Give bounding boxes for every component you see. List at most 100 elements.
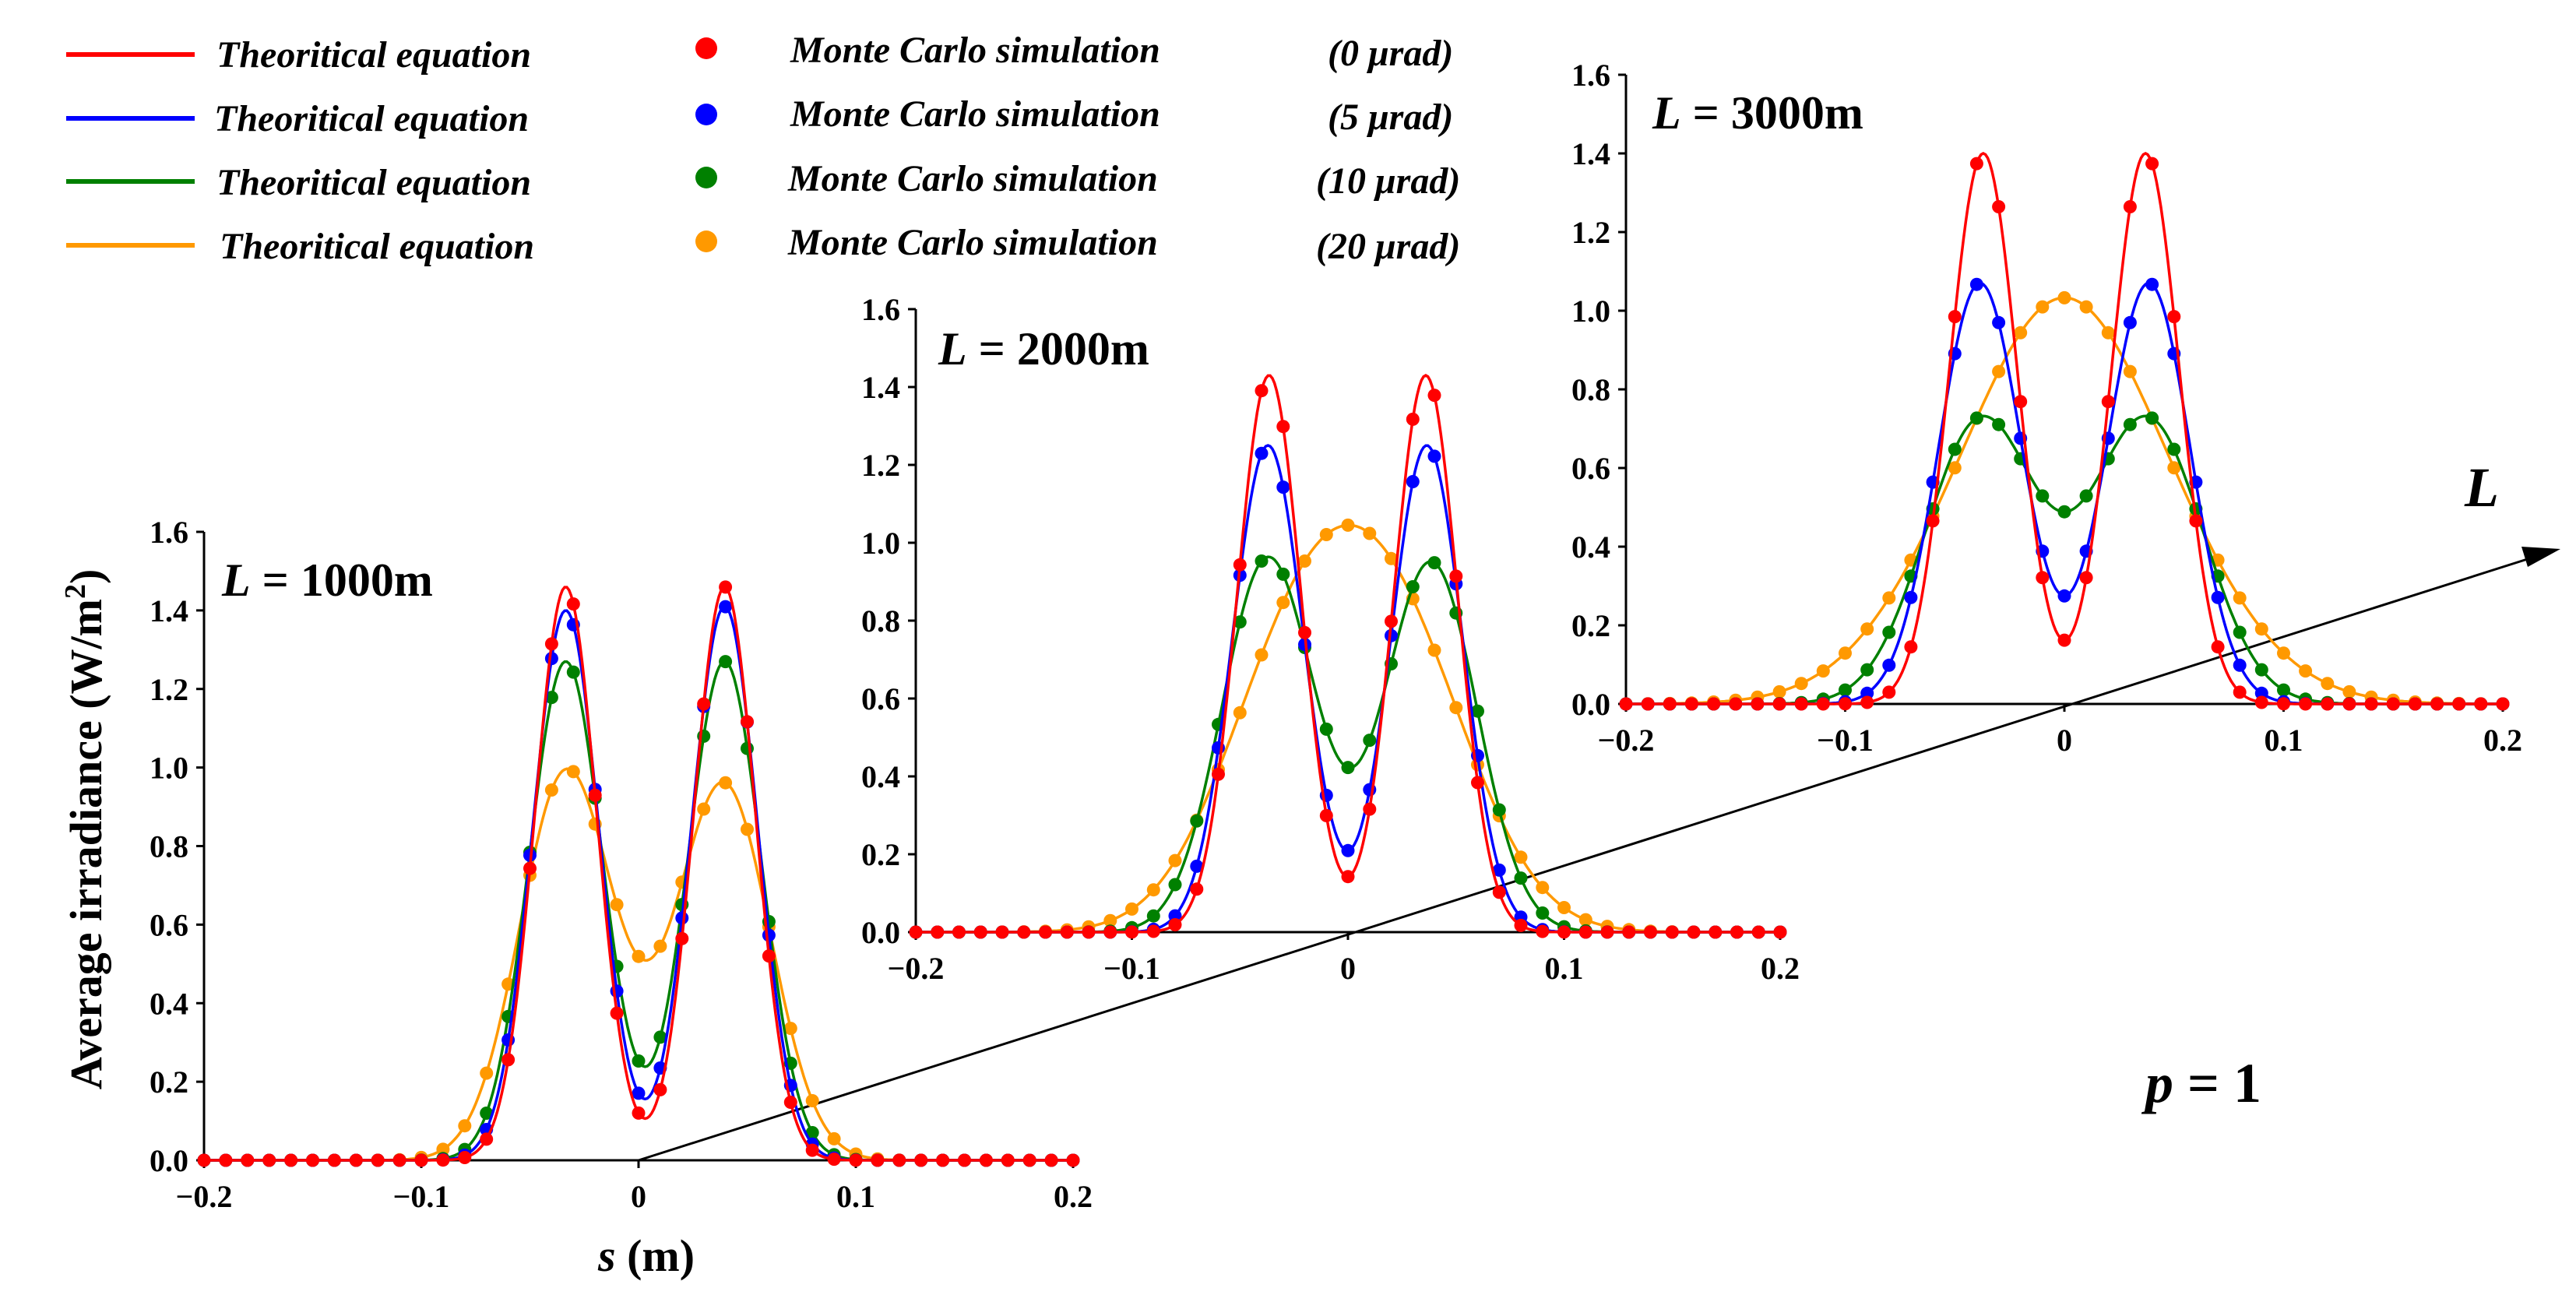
mc-point (1125, 925, 1138, 939)
theory-curve (204, 586, 1073, 1162)
mc-point (1233, 558, 1247, 572)
mc-point (327, 1153, 341, 1167)
depth-axis-line (638, 555, 2536, 1162)
y-tick-label: 1.0 (861, 526, 900, 561)
series-0radurad (909, 373, 1787, 939)
x-axis-title-var: s (597, 1230, 616, 1281)
mc-point (1536, 906, 1550, 920)
mc-point (1684, 697, 1698, 711)
mc-point (719, 600, 733, 614)
mc-point (2101, 395, 2115, 409)
legend-tilt-2: (10 μrad) (1316, 160, 1460, 202)
mc-point (1492, 863, 1506, 877)
mc-point (2386, 697, 2400, 711)
y-tick-label: 0.2 (861, 837, 900, 872)
mc-point (392, 1153, 406, 1167)
mc-point (371, 1153, 385, 1167)
mc-point (2057, 290, 2071, 304)
mc-point (1255, 384, 1269, 398)
mc-point (2321, 677, 2335, 691)
mc-point (2474, 697, 2488, 711)
mc-point (805, 1143, 819, 1157)
mc-point (1514, 850, 1528, 864)
mc-point (1341, 843, 1355, 857)
mc-point (1578, 913, 1592, 927)
mc-point (2233, 658, 2247, 672)
mc-point (1772, 684, 1786, 699)
y-tick-label: 0.2 (150, 1065, 188, 1100)
x-axis-title-unit: (m) (616, 1230, 695, 1281)
legend-marker-0 (695, 37, 717, 59)
mc-point (973, 925, 987, 939)
theory-curve (204, 660, 1073, 1162)
mc-point (2299, 697, 2313, 711)
y-tick-label: 0.0 (861, 915, 900, 950)
panel-2: 0.0 0.2 0.4 0.6 0.8 1.0 1.2 1.4 1.6 −0.2 −0.1 0 0.1 0… (861, 292, 1800, 986)
mc-point (2101, 326, 2115, 340)
mc-point (1622, 925, 1636, 939)
mc-point (1751, 925, 1765, 939)
mc-point (1060, 925, 1074, 939)
legend-marker-label-0: Monte Carlo simulation (790, 30, 1160, 71)
mc-point (653, 1082, 667, 1096)
y-tick-label: 1.6 (150, 515, 188, 550)
panel-3-label: L = 3000m (1652, 87, 1863, 139)
parameter-value: = 1 (2173, 1052, 2261, 1114)
mc-point (783, 1096, 797, 1109)
mc-point (1729, 697, 1743, 711)
mc-point (544, 783, 558, 797)
y-tick-label: 1.2 (861, 448, 900, 483)
mc-point (544, 637, 558, 651)
mc-point (2452, 697, 2466, 711)
x-tick-label: −0.2 (1598, 723, 1655, 758)
mc-point (2189, 514, 2203, 528)
mc-point (1298, 554, 1311, 568)
mc-point (2496, 697, 2510, 711)
mc-point (1751, 697, 1765, 711)
mc-point (1992, 200, 2006, 213)
theory-curve (204, 605, 1073, 1162)
mc-point (995, 925, 1009, 939)
x-tick-label: 0.2 (1761, 951, 1800, 986)
mc-point (2430, 697, 2444, 711)
x-tick-label: −0.1 (1817, 723, 1874, 758)
mc-point (1363, 734, 1377, 748)
x-tick-label: 0 (2057, 723, 2072, 758)
legend-marker-1 (695, 104, 717, 125)
mc-point (219, 1153, 233, 1167)
mc-point (1969, 277, 1983, 291)
mc-point (1992, 315, 2006, 329)
mc-point (1406, 580, 1420, 593)
mc-point (414, 1153, 428, 1167)
mc-point (1276, 596, 1290, 610)
mc-point (1233, 706, 1247, 720)
mc-point (1363, 802, 1377, 816)
mc-point (1001, 1153, 1015, 1167)
mc-point (480, 1066, 494, 1080)
mc-point (675, 911, 689, 925)
mc-point (1449, 701, 1463, 715)
mc-point (1992, 364, 2006, 378)
mc-point (2254, 663, 2268, 677)
mc-point (2145, 277, 2159, 291)
y-tick-label: 0.8 (1571, 372, 1610, 407)
mc-point (566, 665, 580, 679)
panel-2-label: L = 2000m (938, 323, 1149, 375)
mc-point (914, 1153, 928, 1167)
mc-point (936, 1153, 950, 1167)
mc-point (1022, 1153, 1036, 1167)
legend-row-1: Theoritical equation Monte Carlo simulat… (66, 93, 1453, 139)
legend-line-label-3: Theoritical equation (220, 226, 534, 267)
mc-point (1298, 625, 1311, 639)
mc-point (1255, 648, 1269, 662)
mc-point (1839, 646, 1852, 660)
mc-point (1212, 767, 1225, 781)
mc-point (1619, 697, 1633, 711)
mc-point (2211, 640, 2225, 654)
mc-point (979, 1153, 993, 1167)
legend-tilt-1: (5 μrad) (1328, 97, 1453, 138)
mc-point (2342, 697, 2356, 711)
y-tick-label: 0.6 (1571, 451, 1610, 486)
mc-point (1600, 925, 1614, 939)
mc-point (1816, 697, 1830, 711)
